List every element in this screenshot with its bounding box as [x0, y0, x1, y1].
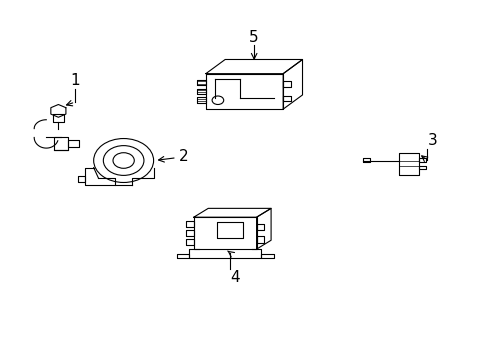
Text: 1: 1: [70, 73, 80, 88]
Text: 2: 2: [179, 149, 188, 165]
Text: 4: 4: [229, 270, 239, 285]
Text: 5: 5: [249, 30, 259, 45]
Text: 3: 3: [427, 133, 437, 148]
